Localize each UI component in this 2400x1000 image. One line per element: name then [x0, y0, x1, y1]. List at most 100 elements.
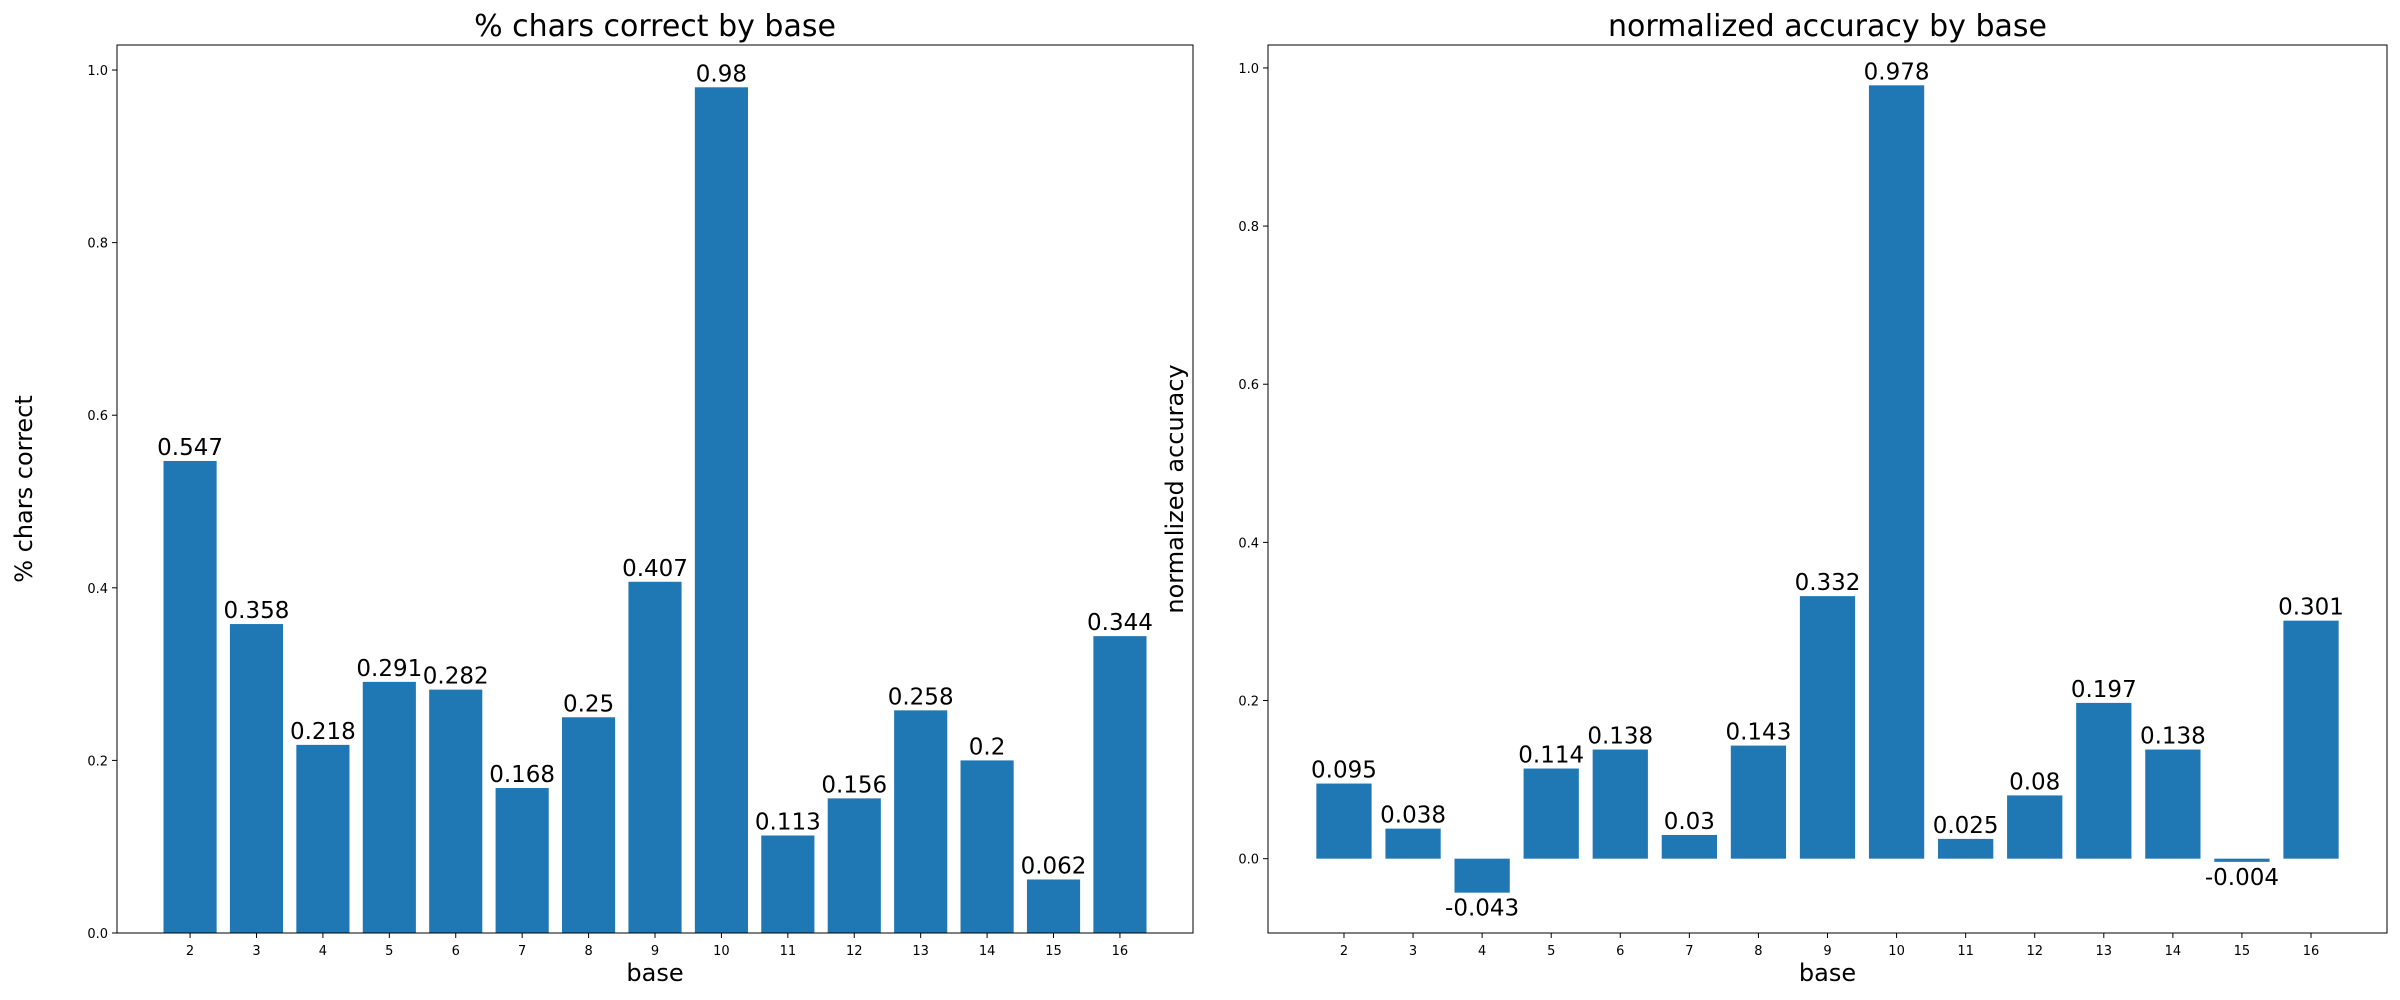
- bar-base-6: [1592, 749, 1648, 859]
- data-label: 0.168: [489, 762, 555, 788]
- data-label: 0.358: [224, 598, 290, 624]
- bar-base-14: [960, 760, 1014, 933]
- x-tick-label: 6: [452, 944, 460, 959]
- data-label: 0.114: [1518, 743, 1584, 769]
- x-tick-label: 14: [979, 944, 996, 959]
- y-tick-label: 0.2: [1238, 695, 1259, 710]
- bar-base-5: [1523, 768, 1579, 859]
- data-label: 0.197: [2071, 677, 2137, 703]
- bars-group: [1316, 85, 2339, 893]
- y-tick-label: 1.0: [1238, 62, 1259, 77]
- bar-base-10: [694, 87, 748, 934]
- bars-group: [163, 87, 1147, 934]
- data-label: 0.025: [1933, 813, 1999, 839]
- x-tick-label: 13: [912, 944, 929, 959]
- x-tick-label: 10: [713, 944, 730, 959]
- chart-panel-normalized-accuracy: normalized accuracy by base base normali…: [1161, 9, 2388, 987]
- chart-title: % chars correct by base: [474, 9, 836, 44]
- bar-base-13: [894, 710, 948, 933]
- bar-base-8: [562, 717, 616, 933]
- x-tick-label: 16: [2303, 944, 2320, 959]
- bar-base-16: [2283, 620, 2339, 859]
- y-tick-label: 0.6: [1238, 378, 1259, 393]
- data-labels-group: 0.547 0.358 0.218 0.291 0.282 0.168 0.25 0.407 0…: [157, 61, 1153, 879]
- data-label: -0.043: [1445, 896, 1519, 922]
- data-label: 0.258: [888, 684, 954, 710]
- data-label: 0.2: [969, 734, 1006, 760]
- data-label: 0.08: [2009, 769, 2060, 795]
- x-tick-label: 3: [252, 944, 260, 959]
- chart-title: normalized accuracy by base: [1608, 9, 2047, 44]
- y-ticks-group: 0.0 0.2 0.4 0.6 0.8 1.0: [1238, 62, 1268, 868]
- y-ticks-group: 0.0 0.2 0.4 0.6 0.8 1.0: [87, 64, 117, 942]
- x-tick-label: 9: [1823, 944, 1831, 959]
- x-tick-label: 2: [186, 944, 194, 959]
- x-tick-label: 6: [1616, 944, 1624, 959]
- x-tick-label: 14: [2165, 944, 2182, 959]
- x-axis-label: base: [1799, 959, 1856, 987]
- x-tick-label: 7: [518, 944, 526, 959]
- x-tick-label: 9: [651, 944, 659, 959]
- data-label: 0.143: [1725, 720, 1791, 746]
- data-label: 0.25: [563, 691, 614, 717]
- y-tick-label: 0.8: [1238, 220, 1259, 235]
- x-ticks-group: 2 3 4 5 6 7 8 9 10 11 12 13 14 15 16: [1340, 933, 2319, 959]
- x-tick-label: 4: [1478, 944, 1486, 959]
- bar-base-4: [296, 744, 350, 933]
- y-tick-label: 1.0: [87, 64, 108, 79]
- bar-base-15: [1026, 879, 1081, 933]
- data-label: 0.978: [1864, 59, 1930, 85]
- y-tick-label: 0.0: [1238, 853, 1259, 868]
- data-label: 0.282: [423, 664, 489, 690]
- data-label: 0.218: [290, 719, 356, 745]
- data-label: 0.03: [1664, 809, 1715, 835]
- x-tick-label: 3: [1409, 944, 1417, 959]
- data-label: 0.547: [157, 435, 223, 461]
- chart-panel-chars-correct: % chars correct by base base % chars cor…: [10, 9, 1194, 987]
- bar-base-3: [229, 624, 284, 933]
- x-ticks-group: 2 3 4 5 6 7 8 9 10 11 12 13 14 15 16: [186, 933, 1128, 959]
- y-tick-label: 0.8: [87, 237, 108, 252]
- data-label: 0.095: [1311, 758, 1377, 784]
- bar-base-13: [2076, 702, 2132, 859]
- data-label: 0.344: [1087, 610, 1153, 636]
- data-label: 0.301: [2278, 595, 2344, 621]
- x-tick-label: 5: [385, 944, 393, 959]
- y-tick-label: 0.4: [1238, 536, 1259, 551]
- x-tick-label: 7: [1685, 944, 1693, 959]
- x-tick-label: 5: [1547, 944, 1555, 959]
- bar-base-11: [1938, 838, 1994, 859]
- data-label: 0.98: [696, 61, 747, 87]
- bar-base-5: [362, 681, 416, 933]
- bar-base-2: [163, 460, 217, 933]
- bar-base-7: [495, 788, 549, 933]
- x-tick-label: 10: [1888, 944, 1905, 959]
- data-label: 0.407: [622, 556, 688, 582]
- bar-base-12: [2007, 795, 2063, 859]
- data-label: 0.062: [1021, 853, 1087, 879]
- bar-base-14: [2145, 749, 2201, 859]
- y-tick-label: 0.0: [87, 927, 108, 942]
- x-tick-label: 11: [780, 944, 797, 959]
- bar-base-3: [1385, 828, 1441, 859]
- data-label: 0.156: [821, 772, 887, 798]
- x-tick-label: 11: [1957, 944, 1974, 959]
- bar-base-7: [1661, 834, 1717, 859]
- bar-base-11: [761, 835, 815, 933]
- x-tick-label: 8: [1754, 944, 1762, 959]
- y-tick-label: 0.6: [87, 409, 108, 424]
- y-tick-label: 0.4: [87, 582, 108, 597]
- data-label: -0.004: [2205, 865, 2279, 891]
- plot-frame: [116, 44, 1194, 934]
- x-tick-label: 16: [1112, 944, 1129, 959]
- y-axis-label: % chars correct: [10, 395, 38, 583]
- data-label: 0.291: [356, 656, 422, 682]
- data-label: 0.038: [1380, 803, 1446, 829]
- bar-base-15: [2214, 858, 2270, 862]
- data-label: 0.113: [755, 809, 821, 835]
- bar-base-16: [1093, 636, 1147, 933]
- data-label: 0.138: [1587, 724, 1653, 750]
- bar-base-9: [1799, 596, 1856, 859]
- bar-base-9: [628, 581, 682, 933]
